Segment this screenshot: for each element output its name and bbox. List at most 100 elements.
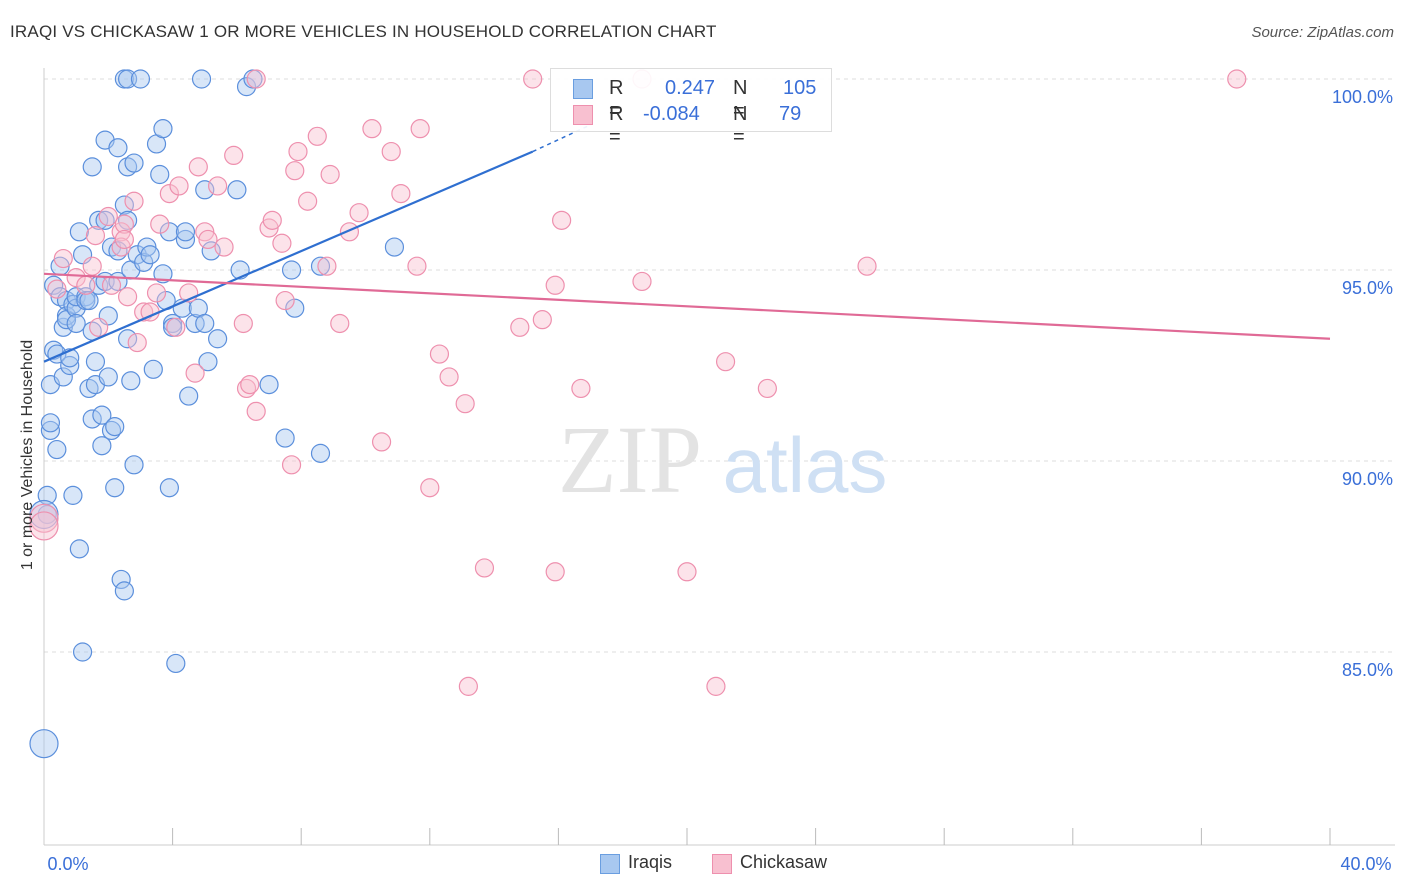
y-axis-label: 1 or more Vehicles in Household (19, 339, 36, 571)
iraqis-point (82, 409, 102, 429)
chickasaw-point (240, 375, 260, 395)
iraqis-point (92, 436, 112, 456)
chickasaw-point (150, 214, 170, 234)
chickasaw-point (208, 176, 228, 196)
y-tick-label: 95.0% (1342, 278, 1393, 298)
chickasaw-point (169, 176, 189, 196)
chickasaw-point (545, 562, 565, 582)
chickasaw-point (98, 206, 118, 227)
chickasaw-point (288, 141, 308, 162)
iraqis-point (114, 195, 134, 215)
legend-swatch-chickasaw (573, 105, 593, 125)
chickasaw-point (349, 203, 369, 223)
iraqis-point (79, 290, 99, 311)
chickasaw-point (571, 378, 591, 399)
iraqis-point (130, 69, 151, 89)
iraqis-point (198, 352, 218, 372)
chickasaw-point (124, 191, 144, 211)
chickasaw-point (410, 119, 430, 139)
watermark-zip: ZIP (558, 406, 702, 513)
bottom-legend-swatch-iraqis (600, 854, 620, 874)
iraqis-point (40, 413, 61, 433)
chickasaw-point (85, 226, 106, 246)
chickasaw-point (307, 126, 327, 146)
chickasaw-point (371, 432, 392, 452)
chickasaw-point (510, 317, 530, 337)
chickasaw-point (857, 256, 877, 276)
watermark-atlas: atlas (723, 421, 888, 509)
iraqis-point (159, 222, 179, 242)
chickasaw-point (757, 378, 777, 399)
chickasaw-point (47, 279, 67, 299)
iraqis-point (108, 138, 128, 158)
x-tick-label: 0.0% (47, 854, 88, 874)
chickasaw-point (281, 455, 302, 475)
iraqis-point (98, 367, 118, 387)
chickasaw-point (455, 394, 475, 414)
legend-swatch-iraqis (573, 79, 593, 99)
chickasaw-point (53, 248, 73, 269)
stats-legend: R = 0.247 N = 105 R = -0.084 N = 79 (550, 68, 832, 148)
iraqis-point (105, 417, 125, 437)
chickasaw-point (146, 283, 167, 303)
tick-labels: 100.0% 95.0% 90.0% 85.0% 0.0% 40.0% (47, 87, 1393, 874)
iraqis-point (92, 405, 112, 425)
iraqis-point (124, 455, 144, 475)
chickasaw-point (317, 256, 337, 276)
iraqis-point (47, 439, 67, 460)
iraqis-point (37, 504, 57, 525)
iraqis-point (114, 581, 134, 601)
iraqis-point (117, 329, 138, 349)
data-points (29, 69, 1247, 759)
legend-n-label: N = (733, 77, 748, 122)
chickasaw-point (362, 119, 382, 139)
iraqis-point (143, 359, 163, 379)
chickasaw-point (381, 141, 401, 162)
chickasaw-point (523, 69, 543, 89)
iraqis-point (259, 375, 279, 395)
legend-r-value: -0.084 (643, 103, 700, 125)
chickasaw-point (127, 332, 147, 353)
chickasaw-point (246, 69, 266, 89)
iraqis-point (89, 210, 109, 230)
chickasaw-point (224, 145, 244, 165)
bottom-legend-swatch-chickasaw (712, 854, 732, 874)
legend-n-value: 105 (783, 77, 817, 99)
chickasaw-point (159, 184, 179, 204)
watermark: ZIP atlas (558, 406, 887, 513)
chickasaw-point (233, 313, 253, 334)
iraqis-point (153, 119, 173, 139)
chickasaw-point (677, 562, 697, 582)
chickasaw-trend-line (43, 272, 1331, 340)
chickasaw-point (532, 310, 552, 330)
chickasaw-point (407, 256, 427, 276)
iraqis-point (281, 260, 302, 280)
iraqis-point (175, 222, 196, 242)
chickasaw-point (117, 287, 138, 307)
chickasaw-point (545, 275, 565, 295)
iraqis-trend-extension (532, 124, 591, 153)
chickasaw-point (298, 191, 318, 211)
chickasaw-point (285, 161, 305, 181)
iraqis-trend-line (43, 150, 534, 363)
iraqis-point (208, 329, 228, 349)
iraqis-point (310, 443, 331, 463)
iraqis-point (236, 77, 257, 97)
iraqis-point (66, 313, 86, 334)
chickasaw-point (166, 317, 186, 337)
chart-title: IRAQI VS CHICKASAW 1 OR MORE VEHICLES IN… (10, 22, 717, 41)
chickasaw-point (391, 184, 411, 204)
chickasaw-point (262, 210, 282, 230)
iraqis-point (72, 642, 93, 662)
iraqis-point (201, 241, 221, 261)
chickasaw-point (439, 367, 459, 387)
chickasaw-point (89, 317, 109, 337)
iraqis-point (82, 157, 102, 177)
chickasaw-point (246, 401, 266, 421)
iraqis-point (310, 256, 331, 276)
iraqis-point (159, 478, 179, 498)
iraqis-point (185, 313, 205, 334)
chickasaw-point (114, 229, 134, 250)
iraqis-point (111, 569, 131, 590)
